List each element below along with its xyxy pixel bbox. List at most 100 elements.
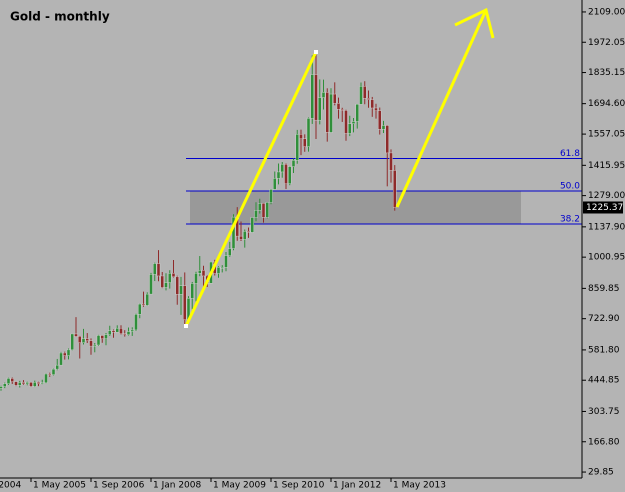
candle-body [355,104,359,122]
x-tick-label: 1 Jan 2008 [153,481,201,491]
candle-body [89,340,93,347]
candle-body [344,110,348,134]
x-tick-label: 1 May 2005 [33,481,86,491]
candle-body [258,203,262,211]
candle-body [138,303,142,315]
candle-body [175,276,179,295]
candle-body [295,134,299,161]
x-tick-label: 1 Sep 2010 [273,481,325,491]
candle-body [276,171,281,179]
zone [190,190,521,224]
candle-body [378,110,382,130]
candle-body [44,373,48,384]
candle-body [168,273,172,283]
candle-body [104,334,108,340]
candle-body [96,335,101,346]
y-tick-label: 166.80 [588,437,620,447]
candle-body [389,152,393,171]
fib-label: 61.8 [560,149,580,159]
anchor-point [184,324,188,328]
candle-body [25,382,29,385]
y-tick-label: 303.75 [588,407,620,417]
candle-body [93,344,97,347]
candle-body [265,202,269,218]
y-tick-label: 1835.15 [588,68,625,78]
y-tick-label: 444.85 [588,376,620,386]
y-tick-label: 2109.00 [588,7,625,17]
y-tick-label: 1000.95 [588,253,625,263]
candle-body [374,107,378,111]
candle-body [81,338,86,343]
chart-title: Gold - monthly [10,10,110,24]
drawings [184,7,495,328]
candle-body [134,314,138,331]
candle-body [126,331,131,336]
x-tick-label: 1 Jan 2004 [0,481,21,491]
y-tick-label: 1137.90 [588,222,625,232]
candle-body [66,349,71,356]
candle-body [63,352,67,356]
candle-body [145,293,149,306]
candle-body [385,125,389,154]
candle-body [261,203,266,218]
candle-body [198,270,202,274]
candle-body [153,263,157,275]
candle-body [216,267,221,274]
candle-body [14,381,18,386]
arrow-head [454,7,495,39]
fib-label: 38.2 [560,214,580,224]
x-tick-label: 1 Jan 2012 [333,481,381,491]
candle-body [70,333,74,351]
x-tick-label: 1 May 2009 [213,481,266,491]
candle-body [246,231,251,233]
candle-body [149,274,153,295]
candle-body [228,248,232,256]
candle-body [284,164,288,184]
candle-body [280,164,284,173]
candle-body [381,125,386,130]
candle-body [231,216,236,249]
anchor-point [314,50,318,54]
candle-body [288,166,292,184]
y-tick-label: 29.85 [588,468,614,478]
candle-body [333,93,337,104]
candle-body [55,364,59,370]
candle-body [329,93,333,133]
candle-body [314,74,318,121]
candle-body [78,336,82,343]
candle-body [6,378,11,384]
price-tag [583,201,623,214]
price-tag-label: 1225.37 [586,203,623,213]
candle-body [201,270,206,277]
y-tick-label: 1694.60 [588,99,625,109]
candle-body [243,231,247,240]
candle-body [194,273,198,284]
candle-body [123,333,127,336]
candle-body [156,263,161,277]
x-tick-label: 1 May 2013 [393,481,446,491]
y-tick-label: 859.85 [588,284,620,294]
candle-body [108,330,112,336]
candle-body [115,327,119,333]
candle-body [18,382,22,386]
candle-body [318,97,322,121]
candle-body [29,382,33,387]
candle-body [370,99,374,109]
candle-body [160,275,164,288]
candle-body [59,352,63,366]
candle-body [239,235,243,240]
x-tick-label: 1 Sep 2006 [93,481,145,491]
candle-body [340,109,344,111]
candle-body [119,327,123,334]
y-tick-label: 581.80 [588,345,620,355]
candle-body [291,160,296,167]
candle-body [164,282,168,288]
candle-body [351,121,356,124]
candle-body [224,255,228,268]
candle-body [40,382,44,385]
candle-body [130,329,134,332]
candle-body [74,333,78,337]
plot-area: 61.8 50.0 38.2 [0,53,582,391]
candle-body [306,118,311,147]
